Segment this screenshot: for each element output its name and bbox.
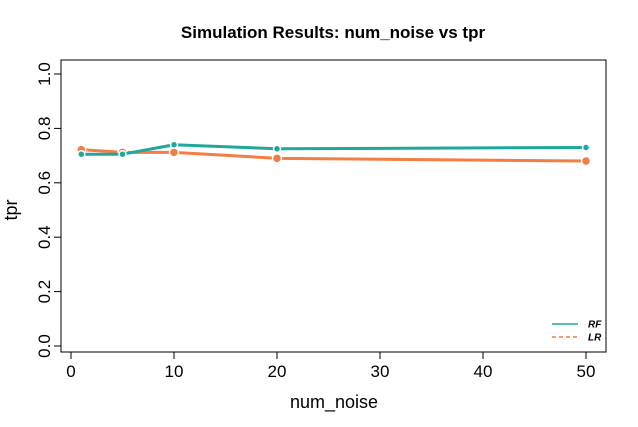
y-axis-label: tpr [1, 199, 21, 220]
y-tick-label: 0.2 [35, 280, 54, 304]
x-tick-label: 40 [474, 362, 493, 381]
plot-area: 0 10 20 30 40 50 0.0 0.2 0.4 0.6 0.8 1.0 RF LR [35, 59, 607, 381]
x-tick-label: 20 [268, 362, 287, 381]
x-tick-label: 0 [66, 362, 75, 381]
data-point-lr [271, 153, 283, 164]
x-tick-label: 50 [577, 362, 596, 381]
x-tick-label: 30 [371, 362, 390, 381]
data-point-lr [168, 147, 180, 158]
data-point-rf [169, 140, 179, 149]
y-tick-label: 0.8 [35, 117, 54, 141]
data-point-rf [118, 149, 127, 159]
plot-frame [60, 59, 607, 353]
y-tick-label: 0.4 [35, 225, 54, 249]
data-point-lr [580, 155, 592, 167]
x-tick-label: 10 [165, 362, 184, 381]
data-point-rf [581, 143, 591, 152]
y-tick-label: 0.6 [35, 171, 54, 195]
chart-title: Simulation Results: num_noise vs tpr [181, 23, 486, 42]
data-point-rf [272, 144, 282, 154]
y-tick-label: 0.0 [35, 334, 54, 358]
y-tick-label: 1.0 [35, 62, 54, 86]
x-axis-label: num_noise [290, 392, 378, 413]
legend-label-lr: LR [588, 333, 602, 344]
data-point-rf [77, 149, 86, 159]
legend-label-rf: RF [588, 320, 602, 331]
series-line-lr [79, 148, 588, 163]
